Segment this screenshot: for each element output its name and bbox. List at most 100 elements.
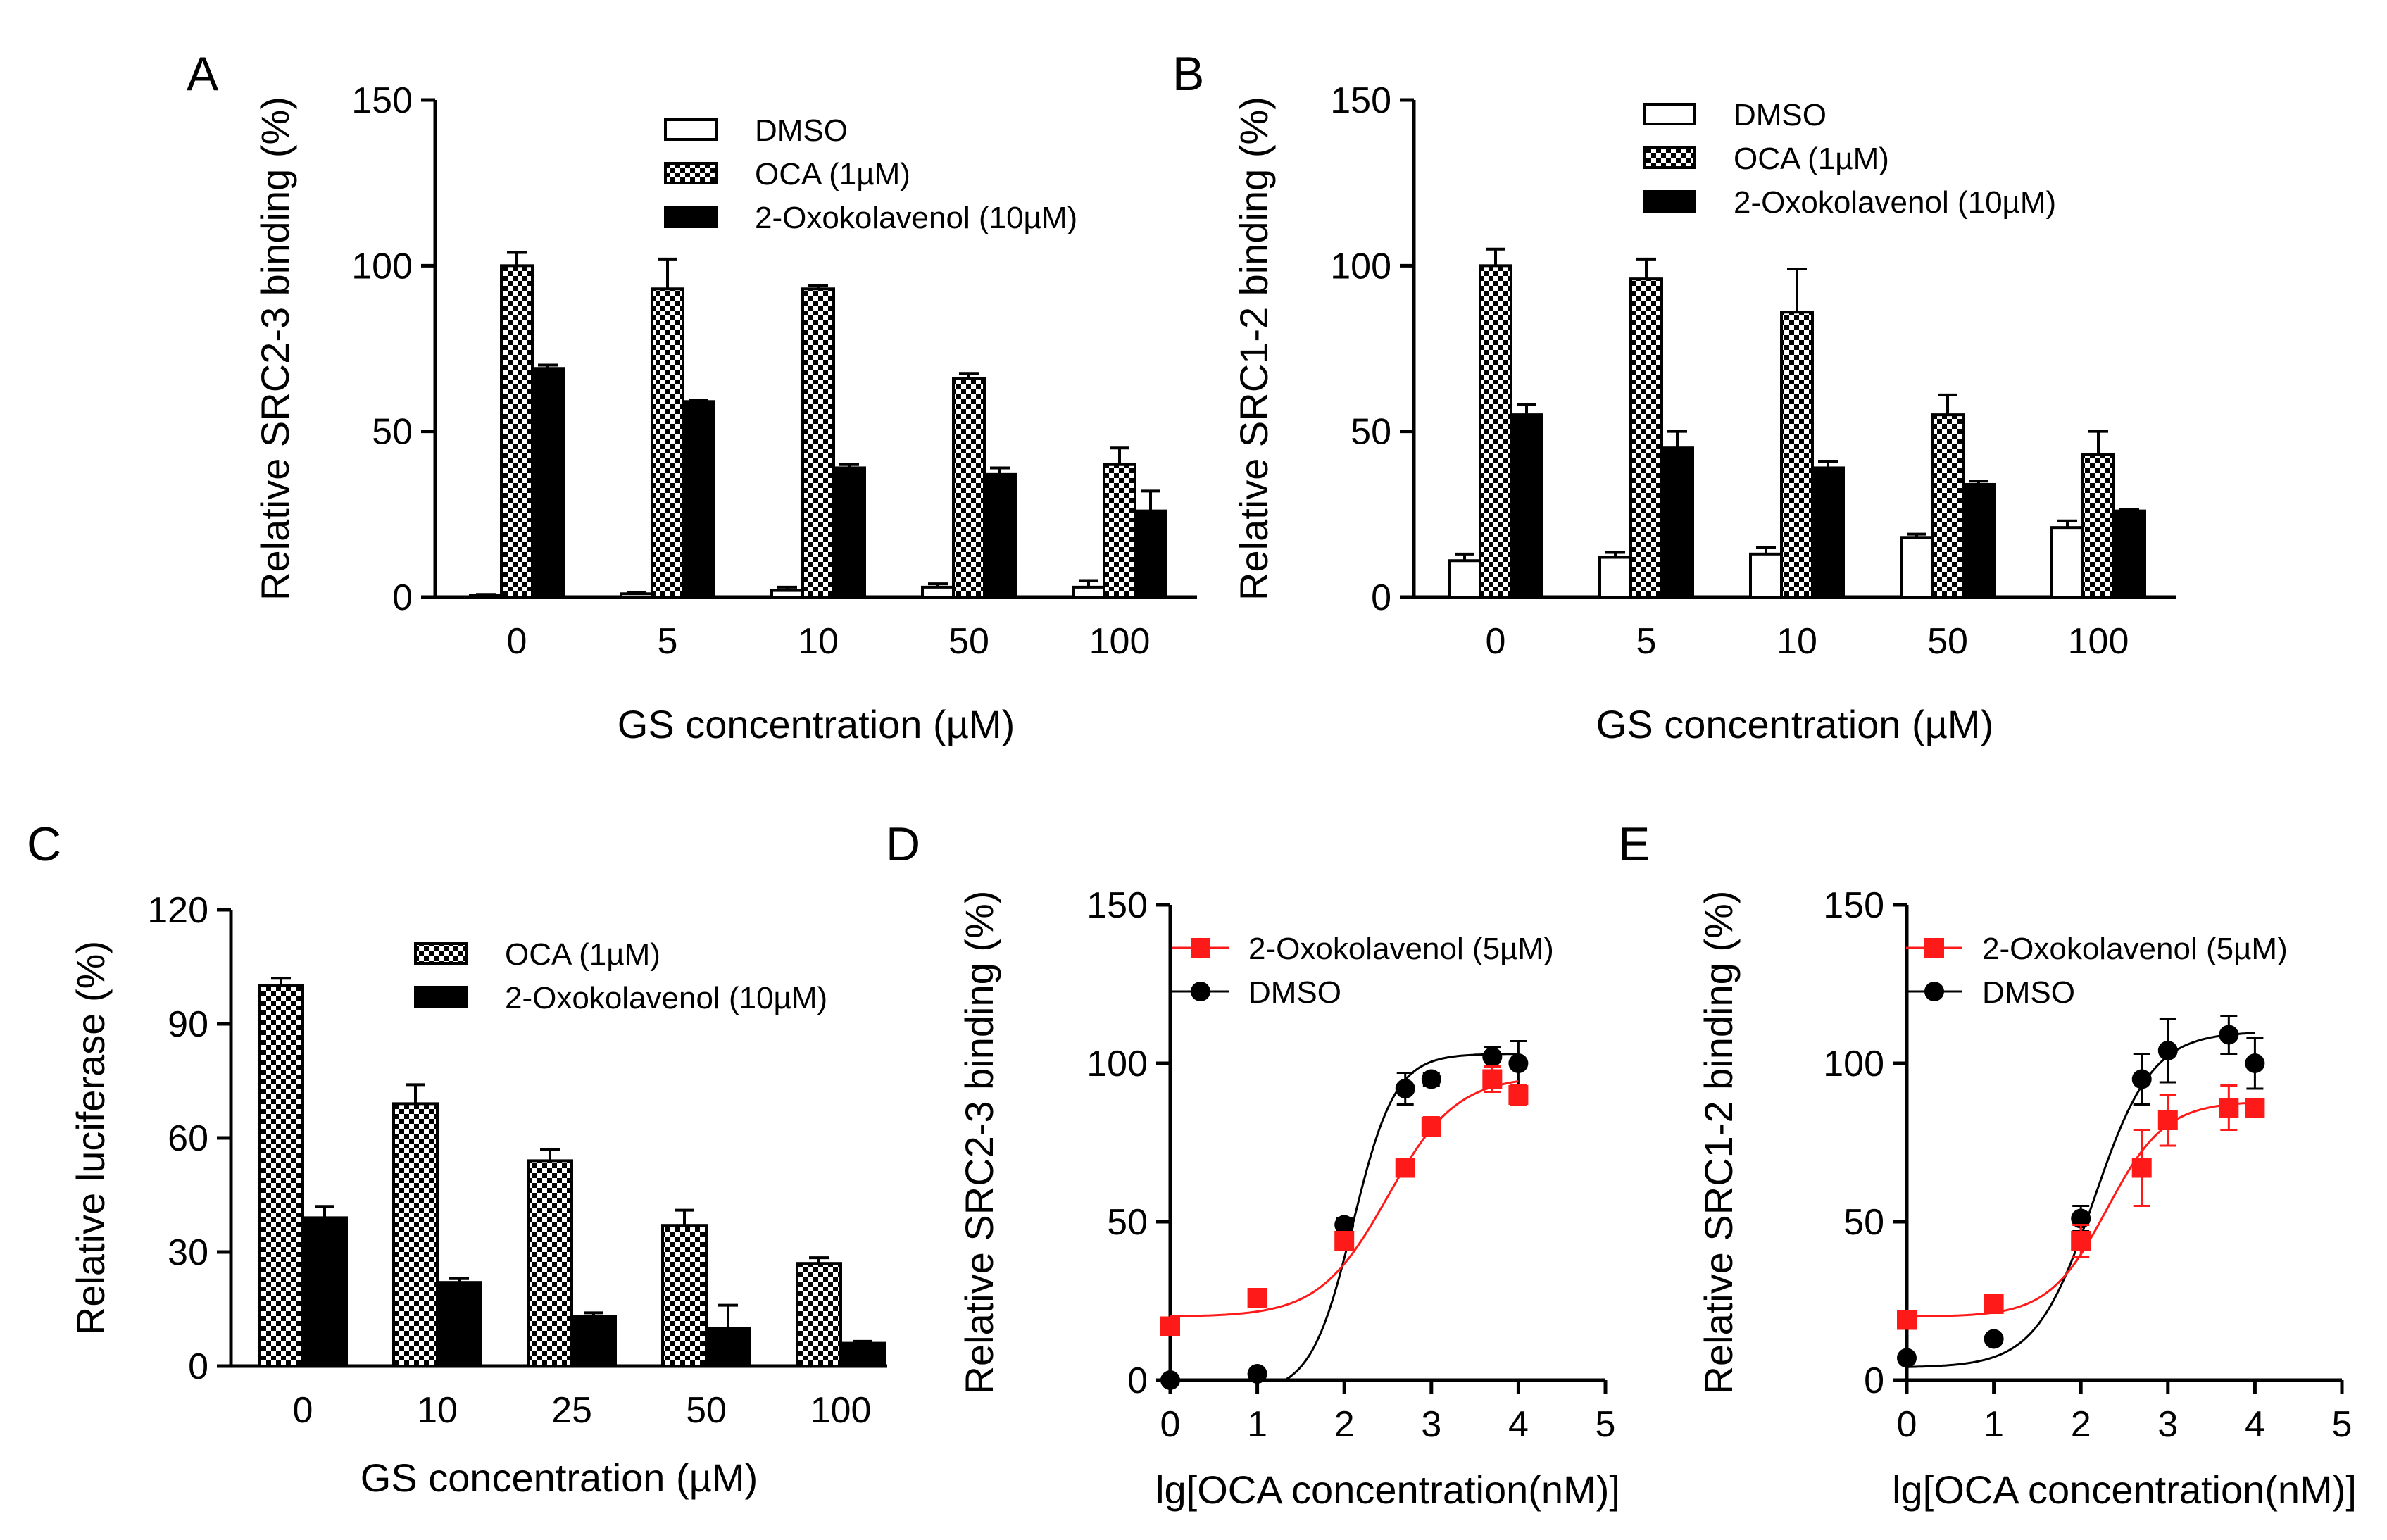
bar <box>839 1341 886 1367</box>
bar <box>1448 559 1481 599</box>
bar <box>301 1216 348 1368</box>
x-axis-title: lg[OCA concentration(nM)] <box>1155 1467 1620 1512</box>
fit-curve <box>1282 1053 1519 1380</box>
data-point <box>2157 1041 2178 1060</box>
fit-curve <box>1907 1032 2255 1368</box>
x-tick-label: 25 <box>551 1390 592 1431</box>
y-tick-label: 150 <box>1086 885 1148 926</box>
fit-curve <box>1170 1080 1519 1317</box>
legend-swatch <box>664 162 718 184</box>
legend-marker <box>1191 938 1210 958</box>
x-axis-title: GS concentration (µM) <box>618 702 1015 746</box>
data-point <box>1482 1047 1503 1067</box>
bar <box>983 472 1017 599</box>
legend-label: DMSO <box>1248 975 1341 1010</box>
bar <box>436 1281 482 1367</box>
data-point <box>1508 1053 1529 1073</box>
x-tick-label: 10 <box>417 1390 458 1431</box>
x-tick-label: 5 <box>658 621 678 662</box>
y-tick-label: 150 <box>1330 80 1391 121</box>
legend-label: OCA (1µM) <box>755 157 910 192</box>
y-axis-title: Relative SRC1-2 binding (%) <box>1696 891 1741 1395</box>
panel-letter: D <box>886 818 920 871</box>
x-axis-title: lg[OCA concentration(nM)] <box>1892 1467 2357 1512</box>
bar <box>1629 277 1663 599</box>
x-tick-label: 5 <box>1596 1404 1616 1445</box>
x-tick-label: 50 <box>948 621 989 662</box>
y-tick-label: 60 <box>168 1118 208 1159</box>
data-point <box>1395 1079 1415 1098</box>
legend-label: OCA (1µM) <box>1734 142 1889 176</box>
bar <box>1780 311 1814 599</box>
bar <box>1811 466 1845 599</box>
data-point <box>1897 1310 1917 1330</box>
panel-c: C 0 30 60 90 120 Relative luciferase (%) GS con… <box>27 818 887 1500</box>
y-tick-label: 50 <box>372 412 413 453</box>
bar <box>832 466 866 599</box>
legend-swatch <box>664 118 718 141</box>
data-point <box>1984 1329 2004 1349</box>
legend-swatch <box>1643 190 1696 213</box>
bar <box>705 1327 751 1367</box>
bar <box>1660 446 1694 599</box>
x-tick-label: 0 <box>293 1390 313 1431</box>
bar <box>2112 509 2146 599</box>
data-point <box>2157 1110 2178 1130</box>
data-point <box>1160 1370 1180 1390</box>
y-tick-label: 0 <box>1127 1360 1148 1401</box>
legend-label: DMSO <box>755 113 848 148</box>
x-tick-label: 10 <box>798 621 839 662</box>
bar <box>1962 482 1996 599</box>
data-point <box>1421 1117 1441 1137</box>
x-tick-label: 1 <box>1247 1404 1267 1445</box>
panel-letter: B <box>1172 47 1204 101</box>
y-axis-title: Relative SRC2-3 binding (%) <box>253 96 297 601</box>
bar <box>796 1262 842 1367</box>
legend-swatch <box>414 986 468 1008</box>
y-tick-label: 0 <box>392 577 413 618</box>
data-point <box>2131 1158 2152 1178</box>
data-point <box>1160 1316 1180 1336</box>
bar <box>1510 413 1543 599</box>
y-axis-title: Relative luciferase (%) <box>68 941 113 1335</box>
y-tick-label: 150 <box>351 80 413 121</box>
bar <box>1749 552 1783 599</box>
bar <box>661 1224 708 1367</box>
bar <box>952 377 986 599</box>
data-point <box>1334 1231 1355 1251</box>
x-tick-label: 2 <box>2071 1404 2091 1445</box>
data-point <box>1508 1085 1529 1105</box>
legend-label: 2-Oxokolavenol (10µM) <box>1734 185 2056 220</box>
y-tick-label: 50 <box>1351 412 1391 453</box>
bar <box>1103 463 1136 599</box>
legend-label: 2-Oxokolavenol (10µM) <box>755 201 1077 235</box>
bar <box>1134 509 1167 599</box>
x-axis-title: GS concentration (µM) <box>1596 702 1993 746</box>
legend-marker <box>1191 982 1210 1001</box>
x-tick-label: 100 <box>2068 621 2129 662</box>
x-tick-label: 4 <box>1508 1404 1529 1445</box>
bar <box>1072 585 1105 599</box>
x-tick-label: 0 <box>1897 1404 1917 1445</box>
bar <box>500 264 534 599</box>
x-tick-label: 4 <box>2245 1404 2265 1445</box>
panel-letter: A <box>187 47 219 101</box>
x-tick-label: 1 <box>1984 1404 2004 1445</box>
legend-marker <box>1924 982 1944 1001</box>
bar <box>1479 264 1512 599</box>
y-tick-label: 100 <box>351 246 413 287</box>
data-point <box>1897 1348 1917 1368</box>
bar <box>1931 413 1965 599</box>
bar <box>1900 536 1934 599</box>
y-tick-label: 30 <box>168 1232 208 1273</box>
legend-swatch <box>414 942 468 965</box>
data-point <box>1482 1069 1503 1089</box>
legend-swatch <box>664 206 718 228</box>
legend-marker <box>1924 938 1944 958</box>
panel-a: A 0 50 100 150 Relative SRC2-3 binding (%) GS … <box>187 47 1197 746</box>
x-tick-label: 10 <box>1777 621 1817 662</box>
y-tick-label: 120 <box>147 890 208 931</box>
y-tick-label: 0 <box>1864 1360 1884 1401</box>
